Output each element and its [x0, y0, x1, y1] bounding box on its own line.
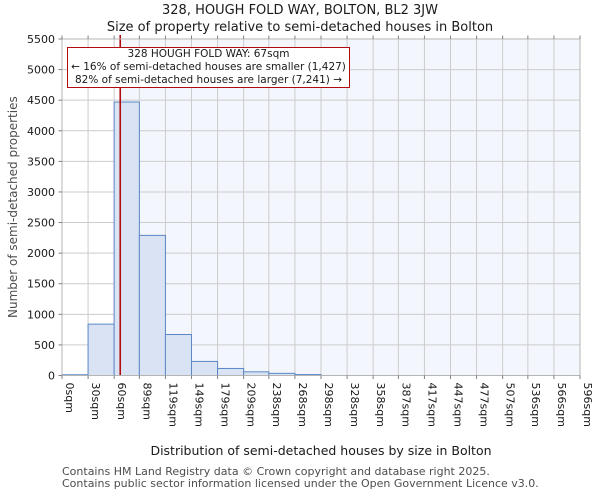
annotation-box: 328 HOUGH FOLD WAY: 67sqm ← 16% of semi-…: [67, 47, 350, 88]
x-tick-label: 477sqm: [478, 383, 491, 427]
y-tick-label: 0: [48, 370, 55, 383]
y-axis-label: Number of semi-detached properties: [6, 96, 20, 318]
x-tick-label: 238sqm: [270, 383, 283, 427]
x-tick-label: 209sqm: [245, 383, 258, 427]
x-tick-label: 417sqm: [425, 383, 438, 427]
histogram-bar: [164, 334, 193, 376]
x-tick-label: 89sqm: [140, 383, 153, 420]
x-tick-label: 0sqm: [63, 383, 76, 413]
page-title: 328, HOUGH FOLD WAY, BOLTON, BL2 3JW: [162, 3, 438, 18]
annotation-smaller-stat: ← 16% of semi-detached houses are smalle…: [71, 60, 346, 73]
histogram-bar: [113, 101, 140, 376]
y-tick-label: 2500: [27, 217, 55, 230]
histogram-bar: [87, 323, 115, 376]
y-tick-label: 4500: [27, 94, 55, 107]
x-tick-label: 119sqm: [166, 383, 179, 427]
x-tick-label: 536sqm: [529, 383, 542, 427]
shade-region-larger-properties: [120, 39, 581, 376]
histogram-bar: [243, 371, 270, 377]
y-tick-label: 5500: [27, 33, 55, 46]
x-axis-label: Distribution of semi-detached houses by …: [150, 443, 492, 458]
histogram-bar: [191, 360, 219, 377]
x-tick-label: 30sqm: [89, 383, 102, 420]
y-tick-label: 2000: [27, 247, 55, 260]
annotation-property-size: 328 HOUGH FOLD WAY: 67sqm: [127, 48, 290, 60]
x-tick-label: 298sqm: [322, 383, 335, 427]
footer-attribution-hm-land-registry: Contains HM Land Registry data © Crown c…: [62, 465, 490, 478]
x-tick-label: 328sqm: [348, 383, 361, 427]
histogram-bar: [217, 367, 245, 376]
y-tick-label: 3500: [27, 155, 55, 168]
x-tick-label: 566sqm: [555, 383, 568, 427]
y-tick-label: 3000: [27, 186, 55, 199]
x-tick-label: 60sqm: [115, 383, 128, 420]
footer-attribution-ogl: Contains public sector information licen…: [62, 477, 539, 490]
y-tick-label: 1500: [27, 278, 55, 291]
x-tick-label: 358sqm: [374, 383, 387, 427]
x-tick-label: 179sqm: [219, 383, 232, 427]
x-tick-label: 387sqm: [399, 383, 412, 427]
y-tick-label: 500: [34, 339, 55, 352]
x-tick-label: 507sqm: [504, 383, 517, 427]
y-tick-label: 4000: [27, 125, 55, 138]
page-subtitle: Size of property relative to semi-detach…: [106, 20, 494, 35]
annotation-larger-stat: 82% of semi-detached houses are larger (…: [74, 73, 342, 86]
y-tick-label: 5000: [27, 64, 55, 77]
y-tick-label: 1000: [27, 308, 55, 321]
histogram-bar: [138, 234, 166, 376]
x-tick-label: 268sqm: [296, 383, 309, 427]
x-tick-label: 149sqm: [193, 383, 206, 427]
x-tick-label: 596sqm: [581, 383, 594, 427]
x-tick-label: 447sqm: [452, 383, 465, 427]
